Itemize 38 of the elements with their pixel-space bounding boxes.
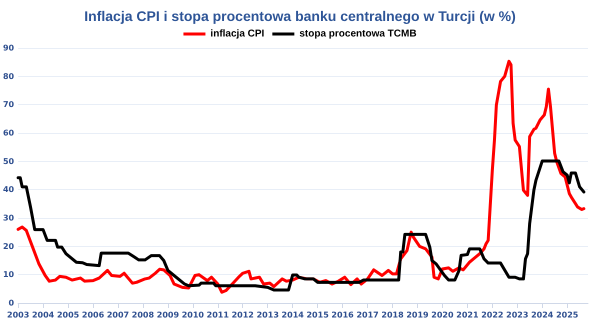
chart-title: Inflacja CPI i stopa procentowa banku centralnego w Turcji (w %): [84, 8, 516, 24]
x-tick-label: 2017: [356, 310, 379, 320]
x-tick-label: 2013: [256, 310, 279, 320]
x-tick-label: 2011: [206, 310, 230, 320]
x-tick-label: 2007: [106, 310, 130, 320]
line-series: [16, 160, 586, 292]
y-tick-label: 0: [8, 298, 15, 308]
x-tick-label: 2022: [481, 310, 504, 320]
y-tick-label: 50: [2, 156, 15, 166]
x-tick-label: 2010: [182, 310, 204, 320]
x-tick-label: 2019: [406, 310, 430, 320]
x-tick-label: 2004: [32, 310, 55, 320]
line-series: [16, 60, 586, 294]
y-tick-label: 20: [2, 242, 15, 251]
y-tick-label: 80: [2, 72, 15, 81]
x-tick-label: 2014: [282, 310, 304, 320]
y-tick-label: 40: [2, 185, 15, 194]
x-tick-label: 2018: [381, 310, 404, 320]
y-tick-label: 90: [2, 44, 15, 52]
y-tick-label: 30: [2, 214, 15, 222]
x-tick-label: 2006: [82, 310, 105, 320]
y-tick-label: 60: [2, 128, 15, 138]
x-tick-label: 2009: [156, 310, 180, 320]
x-tick-label: 2024: [531, 310, 554, 320]
legend-label: stopa procentowa TCMB: [299, 28, 417, 40]
y-tick-label: 10: [2, 270, 15, 280]
x-tick-label: 2005: [56, 310, 80, 320]
x-tick-label: 2012: [232, 310, 254, 320]
x-tick-label: 2008: [132, 310, 154, 320]
legend-label: inflacja CPI: [210, 28, 265, 40]
x-tick-label: 2025: [556, 310, 579, 320]
x-tick-label: 2016: [331, 310, 354, 320]
x-tick-label: 2021: [456, 310, 479, 320]
x-tick-label: 2003: [7, 310, 30, 320]
x-tick-label: 2020: [431, 310, 454, 320]
x-tick-label: 2015: [306, 310, 330, 320]
x-tick-label: 2023: [506, 310, 528, 320]
y-tick-label: 70: [2, 100, 15, 110]
